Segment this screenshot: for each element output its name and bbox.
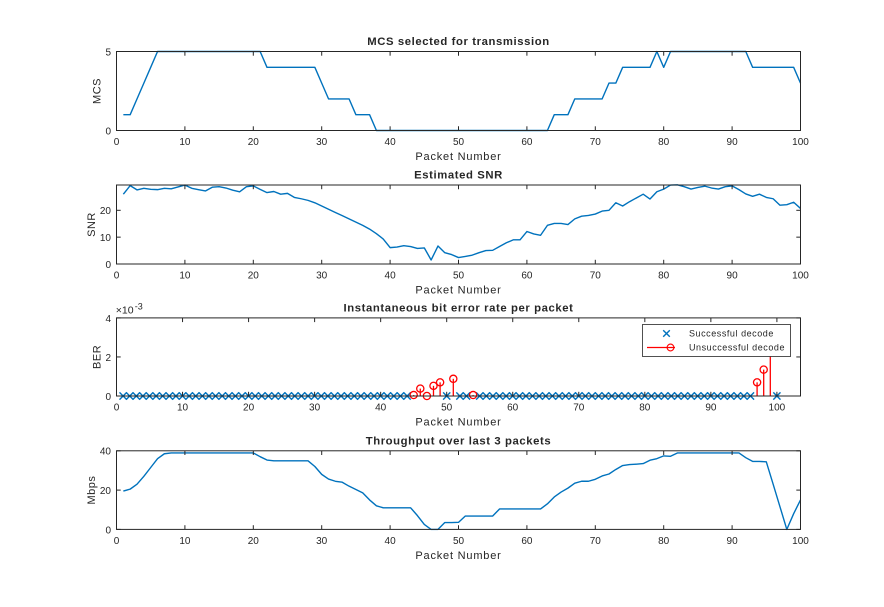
svg-text:80: 80 (658, 137, 670, 148)
svg-text:100: 100 (769, 403, 786, 414)
svg-text:20: 20 (100, 486, 112, 497)
svg-text:40: 40 (385, 536, 397, 547)
svg-text:100: 100 (792, 271, 809, 282)
svg-text:10: 10 (177, 403, 189, 414)
svg-text:BER: BER (91, 345, 103, 369)
svg-text:40: 40 (100, 447, 112, 458)
svg-text:10: 10 (179, 137, 191, 148)
svg-text:10: 10 (179, 536, 191, 547)
svg-text:40: 40 (385, 137, 397, 148)
svg-text:0: 0 (114, 137, 120, 148)
svg-text:0: 0 (114, 536, 120, 547)
svg-text:60: 60 (521, 536, 533, 547)
svg-text:2: 2 (105, 353, 111, 364)
svg-text:90: 90 (705, 403, 717, 414)
svg-text:0: 0 (114, 271, 120, 282)
svg-text:0: 0 (105, 392, 111, 403)
svg-text:90: 90 (727, 536, 739, 547)
svg-text:Instantaneous bit error rate p: Instantaneous bit error rate per packet (344, 303, 574, 315)
svg-text:5: 5 (105, 47, 111, 58)
svg-text:Throughput over last 3 packets: Throughput over last 3 packets (366, 435, 552, 447)
svg-text:Mbps: Mbps (86, 476, 98, 505)
svg-text:20: 20 (248, 271, 260, 282)
svg-text:×10: ×10 (116, 305, 134, 317)
svg-text:20: 20 (248, 536, 260, 547)
svg-text:70: 70 (590, 137, 602, 148)
svg-text:20: 20 (100, 206, 112, 217)
svg-text:20: 20 (243, 403, 255, 414)
svg-text:50: 50 (441, 403, 453, 414)
svg-text:100: 100 (792, 536, 809, 547)
svg-text:40: 40 (375, 403, 387, 414)
svg-text:60: 60 (521, 271, 533, 282)
svg-text:90: 90 (727, 271, 739, 282)
svg-text:MCS selected for transmission: MCS selected for transmission (367, 36, 550, 48)
svg-text:Packet Number: Packet Number (415, 151, 501, 163)
svg-text:20: 20 (248, 137, 260, 148)
svg-text:4: 4 (105, 314, 111, 325)
svg-text:Packet Number: Packet Number (415, 417, 501, 429)
svg-text:80: 80 (658, 271, 670, 282)
svg-text:10: 10 (179, 271, 191, 282)
svg-text:Packet Number: Packet Number (415, 285, 501, 297)
svg-text:70: 70 (590, 536, 602, 547)
svg-text:Estimated SNR: Estimated SNR (414, 170, 503, 182)
svg-text:Successful decode: Successful decode (689, 328, 774, 338)
svg-text:60: 60 (507, 403, 519, 414)
svg-text:MCS: MCS (91, 78, 103, 104)
svg-text:0: 0 (114, 403, 120, 414)
svg-text:70: 70 (590, 271, 602, 282)
svg-text:SNR: SNR (86, 212, 98, 237)
svg-text:60: 60 (521, 137, 533, 148)
svg-text:0: 0 (105, 525, 111, 536)
svg-text:80: 80 (639, 403, 651, 414)
svg-text:30: 30 (316, 536, 328, 547)
svg-text:50: 50 (453, 137, 465, 148)
svg-text:80: 80 (658, 536, 670, 547)
svg-text:0: 0 (105, 260, 111, 271)
svg-text:0: 0 (105, 126, 111, 137)
svg-text:Unsuccessful decode: Unsuccessful decode (689, 342, 785, 352)
svg-text:Packet Number: Packet Number (415, 550, 501, 562)
svg-text:30: 30 (309, 403, 321, 414)
svg-text:30: 30 (316, 137, 328, 148)
svg-text:-3: -3 (135, 302, 143, 312)
svg-text:10: 10 (100, 233, 112, 244)
svg-text:40: 40 (385, 271, 397, 282)
svg-text:100: 100 (792, 137, 809, 148)
svg-text:50: 50 (453, 536, 465, 547)
svg-text:70: 70 (573, 403, 585, 414)
svg-text:50: 50 (453, 271, 465, 282)
svg-text:90: 90 (727, 137, 739, 148)
svg-text:30: 30 (316, 271, 328, 282)
